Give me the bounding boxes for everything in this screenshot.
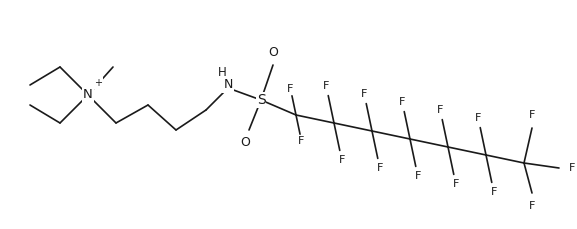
Text: N: N	[223, 79, 233, 92]
Text: F: F	[287, 84, 294, 94]
Text: F: F	[323, 81, 329, 91]
Text: F: F	[529, 110, 535, 120]
Text: F: F	[339, 155, 345, 165]
Text: N: N	[83, 88, 93, 101]
Text: F: F	[490, 187, 497, 197]
Text: F: F	[529, 201, 535, 211]
Text: O: O	[268, 46, 278, 58]
Text: F: F	[399, 97, 406, 107]
Text: H: H	[218, 65, 226, 79]
Text: F: F	[452, 179, 459, 189]
Text: F: F	[377, 163, 383, 173]
Text: F: F	[298, 136, 305, 146]
Text: +: +	[94, 78, 102, 88]
Text: F: F	[415, 171, 421, 181]
Text: S: S	[257, 93, 265, 107]
Text: F: F	[569, 163, 575, 173]
Text: F: F	[475, 113, 481, 123]
Text: F: F	[437, 105, 443, 115]
Text: F: F	[361, 89, 368, 99]
Text: O: O	[240, 136, 250, 148]
